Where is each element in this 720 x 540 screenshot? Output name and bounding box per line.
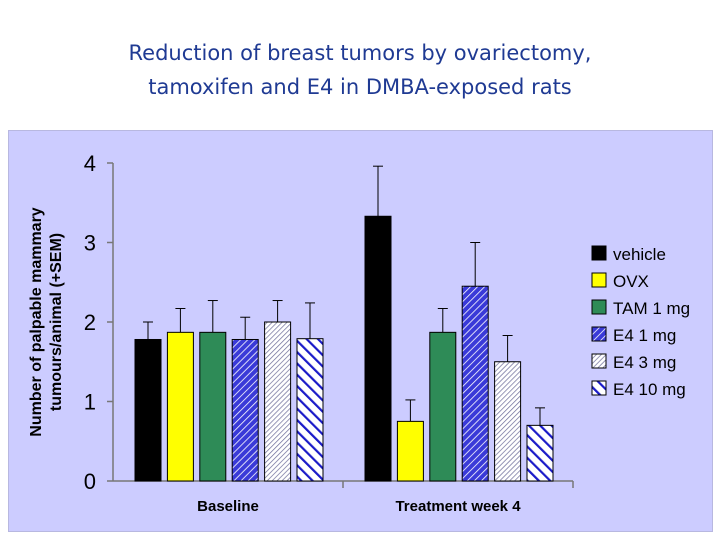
slide-title-line-1: Reduction of breast tumors by ovariectom… [128, 41, 592, 65]
legend: vehicle OVX TAM 1 mg E4 1 mg E4 3 mg E4 10 mg [591, 245, 690, 399]
legend-label: OVX [613, 272, 649, 291]
legend-label: E4 1 mg [613, 326, 676, 345]
bar [461, 285, 489, 482]
legend-swatch [591, 299, 607, 315]
y-tick-label: 0 [84, 469, 96, 494]
bar [199, 331, 227, 482]
legend-label: E4 3 mg [613, 353, 676, 372]
legend-swatch [591, 353, 607, 369]
bar [296, 338, 324, 482]
slide-title: Reduction of breast tumors by ovariectom… [40, 36, 680, 104]
bar [364, 215, 392, 482]
slide-title-line-2: tamoxifen and E4 in DMBA-exposed rats [148, 75, 572, 99]
bar [264, 321, 292, 482]
x-category-label: Baseline [197, 498, 259, 515]
legend-label: E4 10 mg [613, 380, 686, 399]
legend-swatch [591, 272, 607, 288]
legend-swatch [591, 245, 607, 261]
bars [134, 165, 554, 482]
bar [166, 331, 194, 482]
legend-label: TAM 1 mg [613, 299, 690, 318]
y-axis-label-line-1: Number of palpable mammary [28, 207, 45, 437]
bar [134, 338, 162, 482]
y-tick-label: 2 [84, 310, 96, 335]
legend-swatch [591, 380, 607, 396]
legend-label: vehicle [613, 245, 666, 264]
y-tick-label: 1 [84, 390, 96, 415]
y-tick-label: 4 [84, 151, 96, 176]
axes: 0 1 2 3 4 Number of palpable mammary tumours/a… [28, 151, 574, 515]
bar [429, 331, 457, 482]
x-category-label: Treatment week 4 [395, 498, 521, 515]
bar [231, 338, 259, 482]
legend-swatch [591, 326, 607, 342]
y-axis-label-line-2: tumours/animal (+SEM) [48, 233, 65, 411]
y-tick-label: 3 [84, 231, 96, 256]
y-axis-label: Number of palpable mammary tumours/animal… [28, 207, 65, 437]
bar [396, 420, 424, 482]
bar [494, 361, 522, 482]
bar [526, 424, 554, 482]
